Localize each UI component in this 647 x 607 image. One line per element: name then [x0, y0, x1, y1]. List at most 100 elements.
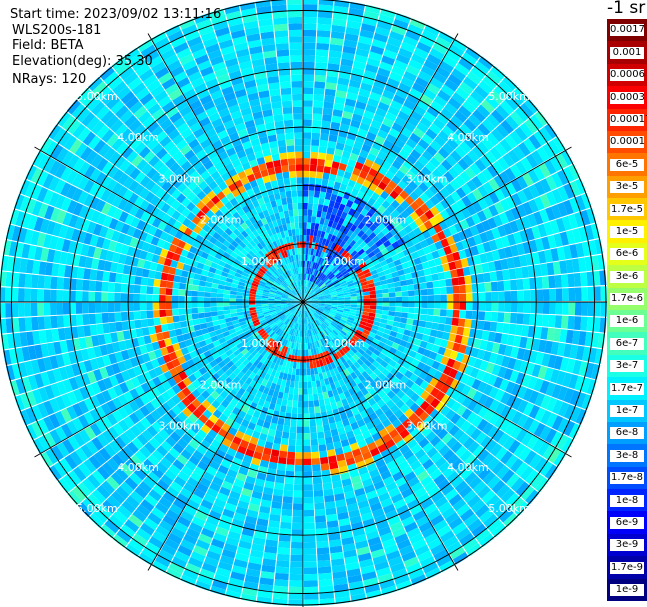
beta-gate [252, 331, 260, 338]
beta-gate [439, 309, 447, 317]
beta-gate [466, 302, 473, 311]
beta-gate [562, 302, 569, 315]
beta-gate [343, 361, 350, 369]
beta-gate [311, 342, 316, 349]
beta-gate [237, 445, 247, 455]
beta-gate [463, 513, 479, 527]
beta-gate [313, 334, 318, 342]
beta-gate [25, 259, 34, 274]
beta-gate [343, 549, 357, 559]
beta-gate [234, 272, 242, 278]
beta-gate [331, 277, 338, 283]
beta-gate [443, 270, 452, 279]
beta-gate [228, 389, 238, 398]
beta-gate [359, 335, 367, 342]
beta-gate [490, 281, 498, 292]
beta-gate [383, 185, 394, 195]
beta-gate [461, 52, 478, 66]
beta-gate [362, 451, 372, 461]
beta-gate [433, 308, 441, 316]
beta-gate [357, 338, 365, 345]
beta-gate [319, 258, 325, 265]
beta-gate [236, 342, 244, 349]
beta-gate [244, 574, 260, 584]
beta-gate [365, 322, 373, 329]
beta-gate [500, 391, 511, 405]
beta-gate [244, 316, 252, 321]
beta-gate [345, 138, 355, 147]
beta-gate [466, 256, 476, 267]
beta-gate [21, 376, 32, 393]
beta-gate [84, 336, 94, 348]
beta-gate [155, 394, 166, 406]
beta-gate [294, 298, 301, 301]
beta-gate [457, 158, 470, 171]
beta-gate [356, 42, 371, 52]
beta-gate [559, 231, 570, 246]
beta-gate [176, 390, 187, 401]
beta-gate [304, 573, 318, 581]
beta-gate [495, 124, 509, 138]
beta-gate [195, 329, 203, 337]
beta-gate [547, 139, 561, 156]
beta-gate [407, 284, 415, 291]
beta-gate [448, 333, 457, 342]
beta-gate [212, 579, 228, 590]
beta-gate [159, 248, 169, 258]
beta-gate [349, 515, 362, 525]
beta-gate [542, 143, 555, 159]
beta-gate [345, 254, 353, 262]
beta-gate [472, 109, 486, 123]
beta-gate [374, 334, 382, 341]
beta-gate [95, 406, 107, 419]
beta-gate [477, 485, 491, 499]
beta-gate [310, 292, 317, 297]
beta-gate [459, 123, 473, 137]
beta-gate [217, 360, 226, 369]
beta-gate [242, 433, 252, 443]
beta-gate [388, 287, 396, 293]
beta-gate [318, 579, 333, 587]
beta-gate [306, 287, 310, 294]
beta-gate [340, 267, 347, 274]
beta-gate [370, 45, 385, 55]
beta-gate [112, 423, 125, 436]
beta-gate [89, 358, 99, 371]
beta-gate [515, 481, 530, 497]
beta-gate [303, 548, 317, 555]
beta-gate [293, 394, 299, 401]
beta-gate [376, 266, 384, 274]
beta-gate [392, 434, 403, 444]
beta-gate [401, 487, 414, 499]
beta-gate [453, 302, 460, 310]
beta-gate [581, 394, 593, 410]
beta-gate [396, 389, 406, 399]
beta-gate [403, 433, 414, 445]
beta-gate [410, 428, 421, 439]
beta-gate [242, 390, 251, 399]
beta-gate [258, 583, 274, 592]
beta-gate [184, 257, 193, 266]
beta-gate [269, 291, 276, 295]
beta-gate [177, 545, 193, 557]
beta-gate [569, 390, 581, 406]
beta-gate [273, 334, 279, 341]
beta-gate [294, 329, 298, 337]
beta-gate [314, 509, 326, 517]
beta-gate [304, 311, 307, 318]
beta-gate [413, 257, 422, 265]
beta-gate [530, 289, 537, 302]
beta-gate [280, 302, 288, 305]
beta-gate [304, 294, 310, 300]
beta-gate [342, 227, 350, 235]
beta-gate [327, 356, 334, 364]
beta-gate [314, 327, 319, 334]
beta-gate [456, 268, 465, 277]
beta-gate [413, 160, 425, 171]
beta-gate [327, 272, 334, 279]
beta-gate [78, 255, 87, 268]
beta-gate [134, 397, 145, 409]
beta-gate [408, 307, 415, 314]
beta-gate [285, 326, 290, 334]
beta-gate [449, 546, 466, 560]
